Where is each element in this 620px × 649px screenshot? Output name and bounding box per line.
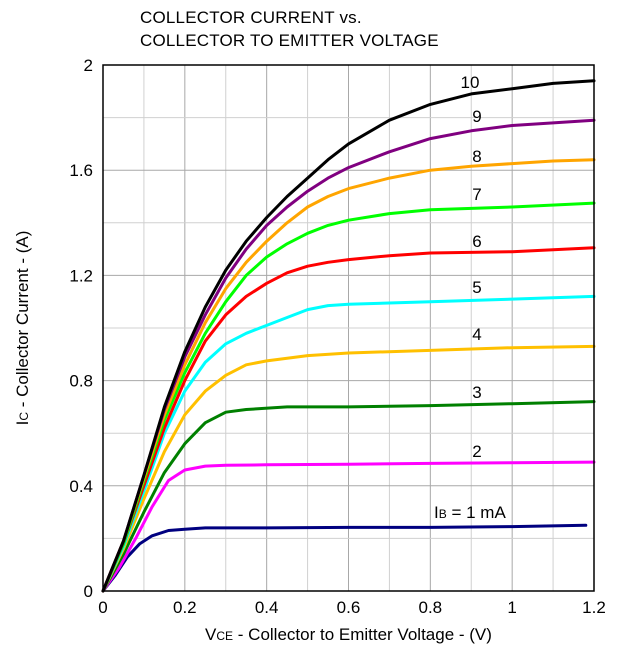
curve-label-sub: B [439, 507, 447, 521]
x-axis-label-sub: CE [216, 629, 233, 643]
curve-label-ib-6: 6 [472, 232, 481, 251]
y-axis-label: IC - Collector Current - (A) [13, 231, 32, 426]
curve-label-ib-9: 9 [472, 107, 481, 126]
plot-frame [102, 64, 595, 592]
chart-title-line-1: COLLECTOR CURRENT vs. [140, 8, 362, 27]
x-axis-label-main: V [205, 625, 217, 644]
curve-ib-6 [101, 246, 596, 593]
curve-label-ib-3: 3 [472, 383, 481, 402]
curve-ib-5 [101, 294, 596, 593]
curve-label-ib-10: 10 [461, 73, 480, 92]
y-tick-label: 2 [84, 56, 93, 75]
y-axis-label-sub: C [17, 412, 31, 421]
curve-label-rest: = 1 mA [447, 503, 507, 522]
x-tick-label: 1.2 [582, 598, 606, 617]
curve-ib-8 [101, 158, 596, 593]
x-tick-label: 0.8 [419, 598, 443, 617]
x-tick-label: 0.2 [173, 598, 197, 617]
curve-ib-3 [101, 400, 596, 593]
x-tick-label: 0.4 [255, 598, 279, 617]
curve-ib-2 [101, 460, 596, 593]
chart-title-line-2: COLLECTOR TO EMITTER VOLTAGE [140, 31, 439, 50]
y-tick-label: 1.2 [69, 266, 93, 285]
x-axis-label: VCE - Collector to Emitter Voltage - (V) [205, 625, 492, 644]
x-tick-label: 0.6 [337, 598, 361, 617]
y-tick-label: 0.4 [69, 477, 93, 496]
curve-label-ib-2: 2 [472, 442, 481, 461]
curve-label-ib-7: 7 [472, 185, 481, 204]
curve-label-main: I [434, 503, 439, 522]
y-tick-label: 1.6 [69, 161, 93, 180]
curve-ib-1 [101, 523, 588, 593]
y-axis-label-rest: - Collector Current - (A) [13, 231, 32, 412]
curve-label-ib-1: IB = 1 mA [434, 503, 506, 522]
curve-ib-10 [101, 79, 596, 593]
curve-labels: IB = 1 mA 2 3 4 5 6 7 8 9 10 [434, 73, 506, 522]
tick-labels: 0 0.2 0.4 0.6 0.8 1 1.2 0 0.4 0.8 1.2 1.6 2 [69, 56, 605, 617]
curve-label-ib-4: 4 [472, 325, 481, 344]
chart-title: COLLECTOR CURRENT vs. COLLECTOR TO EMITT… [140, 6, 439, 52]
y-tick-label: 0.8 [69, 372, 93, 391]
y-tick-label: 0 [84, 582, 93, 601]
curve-label-ib-5: 5 [472, 278, 481, 297]
curve-ib-4 [101, 344, 596, 593]
curve-label-ib-8: 8 [472, 147, 481, 166]
x-tick-label: 0 [98, 598, 107, 617]
x-axis-label-rest: - Collector to Emitter Voltage - (V) [233, 625, 492, 644]
y-axis-label-main: I [13, 421, 32, 426]
chart-curves [101, 79, 596, 593]
x-tick-label: 1 [507, 598, 516, 617]
